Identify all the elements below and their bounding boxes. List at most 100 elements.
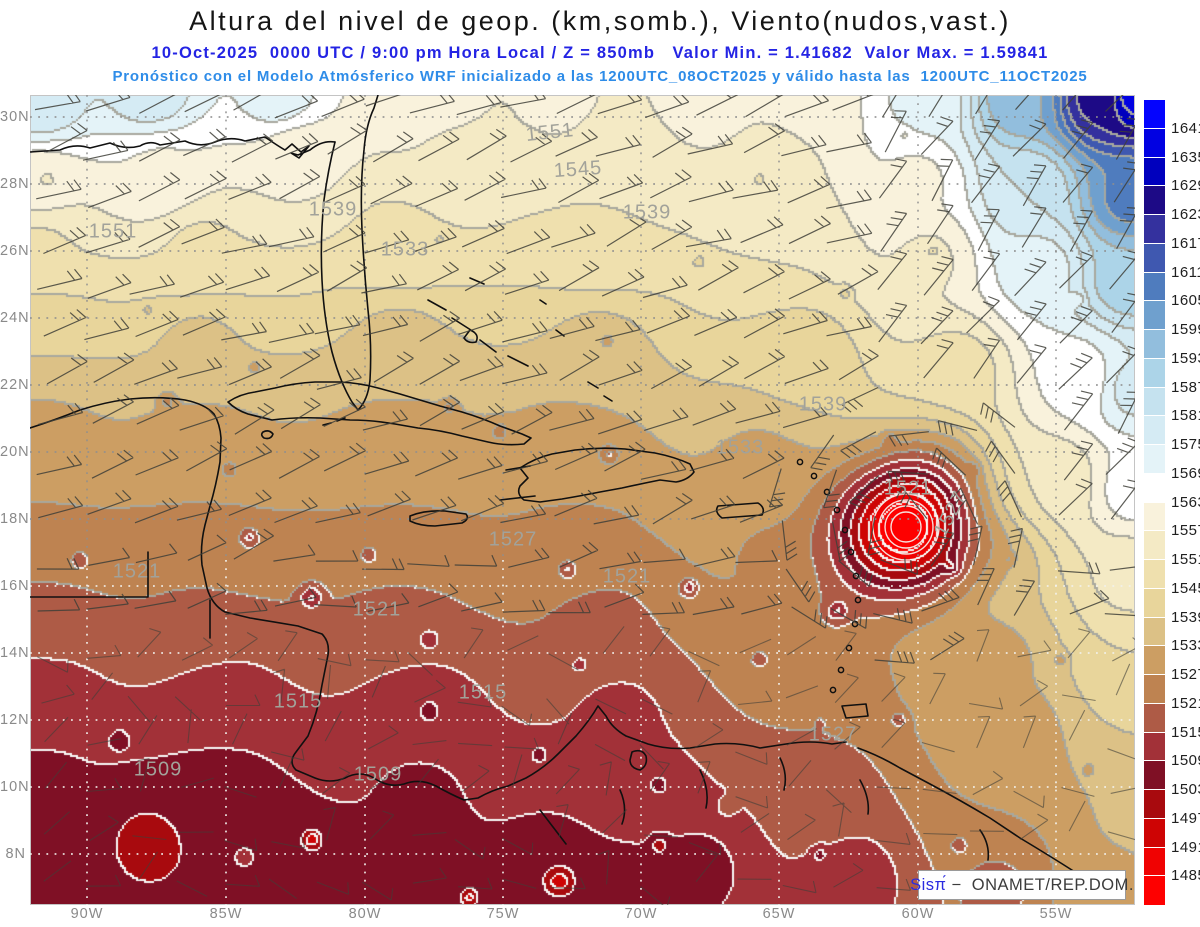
lat-tick-label: 22N xyxy=(0,377,30,393)
contour-label: 1545 xyxy=(553,156,603,183)
colorbar-swatch xyxy=(1143,415,1166,446)
lat-tick-label: 14N xyxy=(0,645,30,661)
colorbar-swatch xyxy=(1143,271,1166,303)
page-title: Altura del nivel de geop. (km,somb.), Vi… xyxy=(189,6,1011,36)
colorbar-swatch xyxy=(1143,501,1166,533)
colorbar-label: 1545 xyxy=(1171,579,1200,597)
colorbar-swatch xyxy=(1143,616,1166,648)
colorbar-label: 1617 xyxy=(1171,234,1200,252)
colorbar-swatch xyxy=(1143,214,1166,245)
colorbar-label: 1551 xyxy=(1171,551,1200,568)
contour-label: 1515 xyxy=(273,690,323,713)
contour-label: 1515 xyxy=(458,681,508,704)
colorbar-swatch xyxy=(1143,702,1166,734)
colorbar-swatch xyxy=(1143,731,1166,763)
brand-label: Sisπ́ xyxy=(910,875,947,894)
contour-label: 1521 xyxy=(112,560,162,583)
colorbar-label: 1569 xyxy=(1171,464,1200,482)
colorbar-swatch xyxy=(1143,386,1166,418)
colorbar-label: 1623 xyxy=(1171,206,1200,223)
contour-label: 1509 xyxy=(133,758,183,781)
colorbar-swatch xyxy=(1143,329,1166,360)
colorbar-label: 1563 xyxy=(1171,493,1200,511)
colorbar-label: 1527 xyxy=(1171,666,1200,683)
lon-tick-label: 85W xyxy=(209,906,243,922)
lon-tick-label: 60W xyxy=(901,906,935,922)
credit-separator: − xyxy=(946,875,972,894)
colorbar-label: 1575 xyxy=(1171,436,1200,453)
colorbar-label: 1485 xyxy=(1171,867,1200,885)
colorbar-swatch xyxy=(1143,817,1166,849)
colorbar-swatch xyxy=(1143,185,1166,216)
contour-label: 1539 xyxy=(622,201,672,224)
lon-tick-label: 55W xyxy=(1039,906,1073,922)
lon-tick-label: 70W xyxy=(624,906,658,922)
contour-label: 1509 xyxy=(353,763,403,786)
colorbar-label: 1557 xyxy=(1171,522,1200,540)
contour-label: 1539 xyxy=(798,393,848,416)
colorbar-label: 1599 xyxy=(1171,321,1200,338)
colorbar-label: 1497 xyxy=(1171,809,1200,827)
contour-label: 1527 xyxy=(488,528,538,551)
colorbar-swatch xyxy=(1143,357,1166,389)
colorbar-swatch xyxy=(1143,472,1166,504)
colorbar-swatch xyxy=(1143,530,1166,561)
colorbar-label: 1515 xyxy=(1171,723,1200,741)
colorbar-label: 1593 xyxy=(1171,349,1200,367)
colorbar-label: 1533 xyxy=(1171,637,1200,655)
valid-time-subtitle: 10-Oct-2025 0000 UTC / 9:00 pm Hora Loca… xyxy=(151,44,1049,62)
lat-tick-label: 18N xyxy=(0,511,30,527)
lat-tick-label: 10N xyxy=(0,779,30,795)
colorbar-label: 1521 xyxy=(1171,694,1200,712)
lat-tick-label: 20N xyxy=(0,444,30,460)
lon-tick-label: 90W xyxy=(70,906,104,922)
credit-box: Sisπ́ − ONAMET/REP.DOM. xyxy=(910,870,1133,900)
colorbar-swatch xyxy=(1143,559,1166,590)
contour-label: 1551 xyxy=(88,220,138,243)
credit-org: ONAMET/REP.DOM. xyxy=(971,875,1134,894)
lat-tick-label: 12N xyxy=(0,712,30,728)
lat-tick-label: 30N xyxy=(0,109,30,125)
colorbar-label: 1503 xyxy=(1171,781,1200,798)
lon-tick-label: 75W xyxy=(486,906,520,922)
colorbar-swatch xyxy=(1143,875,1166,906)
lon-tick-label: 65W xyxy=(762,906,796,922)
contour-label: 1521 xyxy=(883,477,933,500)
colorbar-swatch xyxy=(1143,242,1166,274)
contour-label: 1539 xyxy=(308,198,358,221)
colorbar-swatch xyxy=(1143,300,1166,331)
contour-label: 1521 xyxy=(602,565,652,588)
colorbar-swatch xyxy=(1143,444,1166,475)
colorbar-label: 1635 xyxy=(1171,148,1200,166)
lat-tick-label: 26N xyxy=(0,243,30,259)
contour-label: 1533 xyxy=(380,238,430,261)
contour-label: 1533 xyxy=(715,436,765,459)
colorbar-label: 1605 xyxy=(1171,292,1200,310)
lat-tick-label: 16N xyxy=(0,578,30,594)
colorbar-swatch xyxy=(1143,156,1166,188)
colorbar-swatch xyxy=(1143,127,1166,159)
colorbar-label: 1629 xyxy=(1171,177,1200,195)
lat-tick-label: 24N xyxy=(0,310,30,326)
colorbar-label: 1509 xyxy=(1171,752,1200,770)
lat-tick-label: 28N xyxy=(0,176,30,192)
colorbar-swatch xyxy=(1143,587,1166,619)
colorbar-swatch xyxy=(1143,99,1166,130)
model-init-subtitle: Pronóstico con el Modelo Atmósferico WRF… xyxy=(112,68,1088,85)
colorbar-label: 1587 xyxy=(1171,378,1200,396)
colorbar-swatch xyxy=(1143,760,1166,791)
contour-label: 1521 xyxy=(352,598,402,621)
colorbar-label: 1539 xyxy=(1171,608,1200,626)
lon-tick-label: 80W xyxy=(348,906,382,922)
lat-tick-label: 8N xyxy=(5,846,26,862)
colorbar-swatch xyxy=(1143,645,1166,676)
colorbar-swatch xyxy=(1143,674,1166,705)
colorbar-swatch xyxy=(1143,846,1166,878)
contour-label: 1527 xyxy=(808,723,858,746)
colorbar-swatch xyxy=(1143,789,1166,820)
